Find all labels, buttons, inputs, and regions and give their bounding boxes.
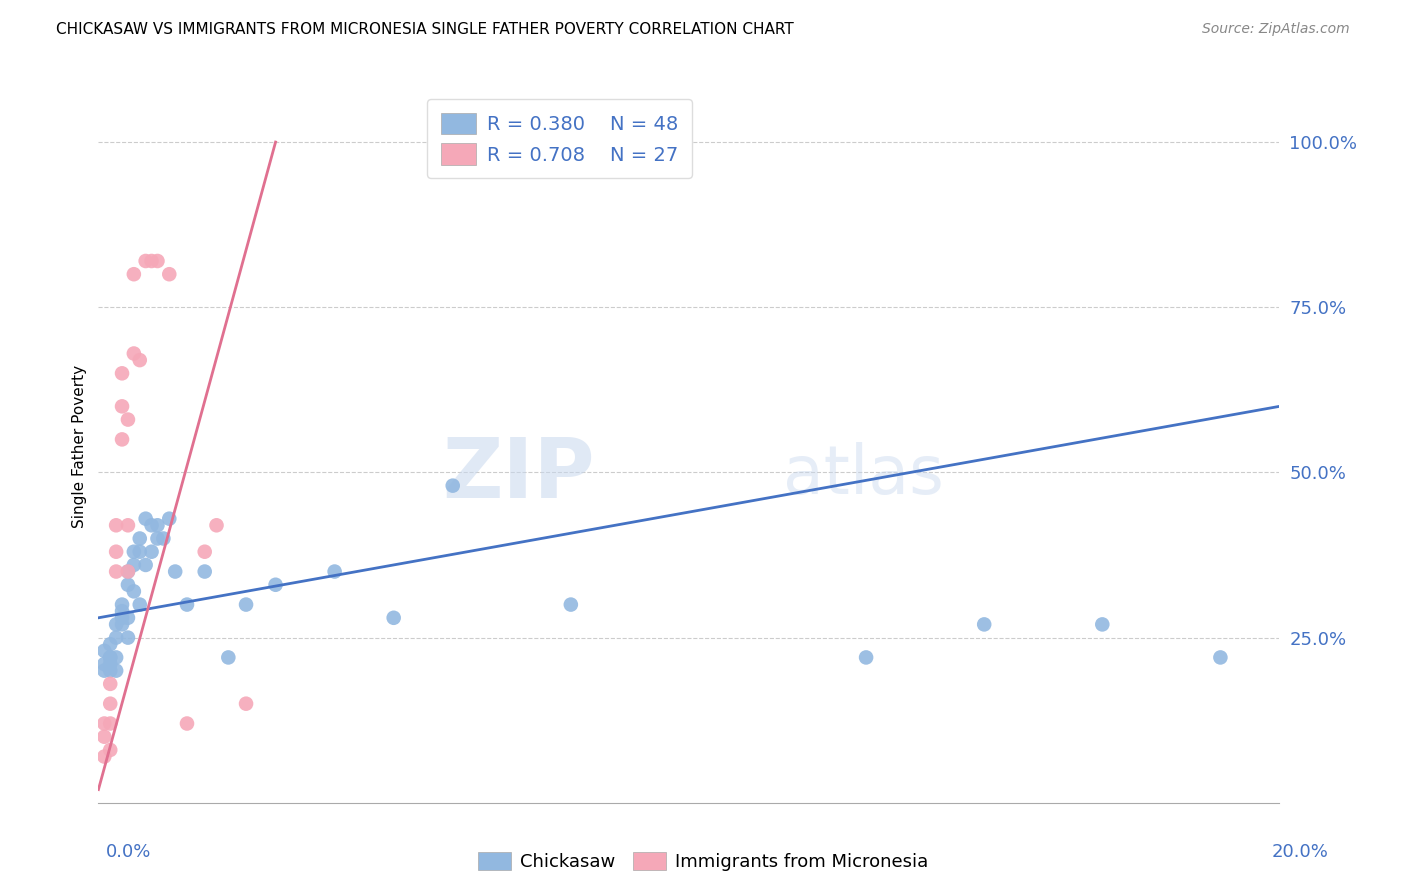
Point [98, 697, 121, 711]
Point [122, 584, 145, 599]
Point [93, 657, 115, 671]
Text: 0.0%: 0.0% [105, 843, 150, 861]
Point [128, 598, 150, 612]
Point [105, 631, 128, 645]
Point [105, 545, 128, 559]
Text: CHICKASAW VS IMMIGRANTS FROM MICRONESIA SINGLE FATHER POVERTY CORRELATION CHART: CHICKASAW VS IMMIGRANTS FROM MICRONESIA … [56, 22, 794, 37]
Point [146, 532, 169, 546]
Text: Source: ZipAtlas.com: Source: ZipAtlas.com [1202, 22, 1350, 37]
Point [98, 637, 121, 651]
Point [382, 611, 405, 625]
Point [205, 518, 228, 533]
Point [264, 578, 287, 592]
Point [98, 650, 121, 665]
Point [117, 412, 139, 426]
Point [1091, 617, 1114, 632]
Point [111, 433, 134, 447]
Point [165, 565, 187, 579]
Point [105, 565, 128, 579]
Point [117, 578, 139, 592]
Point [117, 518, 139, 533]
Point [146, 254, 169, 268]
Point [128, 545, 150, 559]
Point [98, 650, 121, 665]
Text: ZIP: ZIP [441, 434, 595, 515]
Point [93, 749, 115, 764]
Point [194, 565, 217, 579]
Point [146, 518, 169, 533]
Point [128, 532, 150, 546]
Point [111, 604, 134, 618]
Point [122, 346, 145, 360]
Point [152, 532, 174, 546]
Point [117, 565, 139, 579]
Point [441, 478, 464, 492]
Point [323, 565, 346, 579]
Point [98, 716, 121, 731]
Point [93, 664, 115, 678]
Point [117, 611, 139, 625]
Point [560, 598, 582, 612]
Point [235, 598, 257, 612]
Legend: Chickasaw, Immigrants from Micronesia: Chickasaw, Immigrants from Micronesia [471, 845, 935, 879]
Point [176, 716, 198, 731]
Point [141, 545, 163, 559]
Point [105, 664, 128, 678]
Y-axis label: Single Father Poverty: Single Father Poverty [72, 365, 87, 527]
Point [157, 267, 180, 281]
Point [157, 511, 180, 525]
Point [93, 730, 115, 744]
Text: 20.0%: 20.0% [1272, 843, 1329, 861]
Point [111, 617, 134, 632]
Point [117, 631, 139, 645]
Point [217, 650, 239, 665]
Point [176, 598, 198, 612]
Legend: R = 0.380    N = 48, R = 0.708    N = 27: R = 0.380 N = 48, R = 0.708 N = 27 [427, 99, 692, 178]
Point [135, 511, 157, 525]
Point [141, 254, 163, 268]
Point [855, 650, 877, 665]
Point [194, 545, 217, 559]
Point [135, 254, 157, 268]
Point [98, 743, 121, 757]
Point [122, 267, 145, 281]
Point [111, 598, 134, 612]
Point [1209, 650, 1232, 665]
Point [98, 677, 121, 691]
Point [93, 716, 115, 731]
Point [128, 353, 150, 368]
Point [111, 400, 134, 414]
Point [98, 657, 121, 671]
Point [105, 650, 128, 665]
Point [135, 558, 157, 572]
Point [122, 545, 145, 559]
Point [105, 518, 128, 533]
Point [973, 617, 995, 632]
Point [235, 697, 257, 711]
Point [141, 518, 163, 533]
Point [93, 644, 115, 658]
Point [105, 617, 128, 632]
Point [98, 664, 121, 678]
Text: atlas: atlas [783, 442, 945, 508]
Point [111, 367, 134, 381]
Point [111, 611, 134, 625]
Point [122, 558, 145, 572]
Point [117, 565, 139, 579]
